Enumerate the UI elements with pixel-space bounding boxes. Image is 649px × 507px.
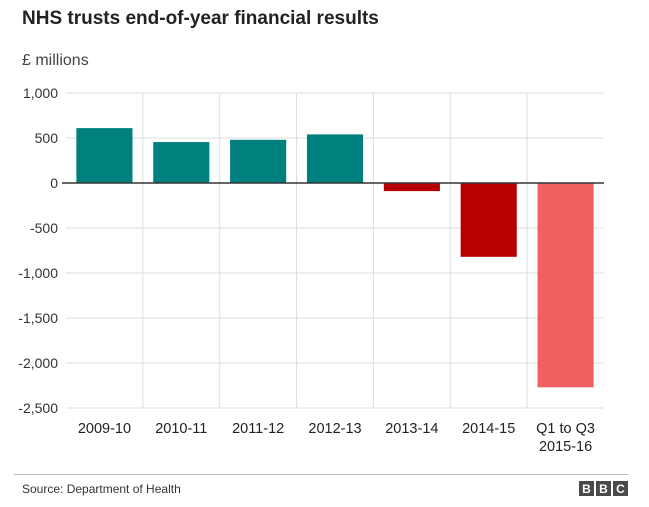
x-tick-label: 2011-12 [232, 421, 284, 437]
y-axis-unit-label: £ millions [22, 52, 89, 69]
y-tick-label: 1,000 [23, 85, 58, 101]
x-tick-label: 2015-16 [539, 439, 592, 455]
bar [537, 183, 594, 388]
footer-divider [14, 474, 628, 475]
bar [306, 134, 364, 183]
y-tick-label: -2,000 [18, 355, 58, 371]
bar [76, 128, 133, 183]
y-tick-label: 0 [50, 175, 58, 191]
chart-title: NHS trusts end-of-year financial results [22, 8, 379, 29]
y-tick-label: 500 [35, 130, 59, 146]
bar [383, 183, 440, 192]
gridlines [66, 92, 604, 409]
x-tick-label: 2013-14 [385, 421, 438, 437]
bbc-logo: B B C [579, 481, 628, 496]
y-tick-label: -2,500 [18, 400, 58, 416]
x-tick-label: Q1 to Q3 [536, 421, 595, 437]
x-tick-label: 2009-10 [78, 421, 131, 437]
x-tick-label: 2012-13 [308, 421, 361, 437]
x-tick-label: 2014-15 [462, 421, 515, 437]
bar [153, 142, 210, 183]
bars [76, 128, 594, 388]
source-note: Source: Department of Health [22, 482, 181, 496]
logo-letter: B [596, 481, 611, 496]
y-tick-label: -1,000 [18, 265, 58, 281]
logo-letter: C [613, 481, 628, 496]
labels: 1,000 500 0 -500 -1,000 -1,500 -2,000 -2,500 200… [18, 85, 595, 455]
y-tick-label: -1,500 [18, 310, 58, 326]
bar [460, 183, 517, 257]
bar [230, 139, 287, 183]
x-tick-label: 2010-11 [155, 421, 207, 437]
bar-chart: 1,000 500 0 -500 -1,000 -1,500 -2,000 -2,500 200… [18, 85, 604, 455]
y-tick-label: -500 [30, 220, 58, 236]
logo-letter: B [579, 481, 594, 496]
